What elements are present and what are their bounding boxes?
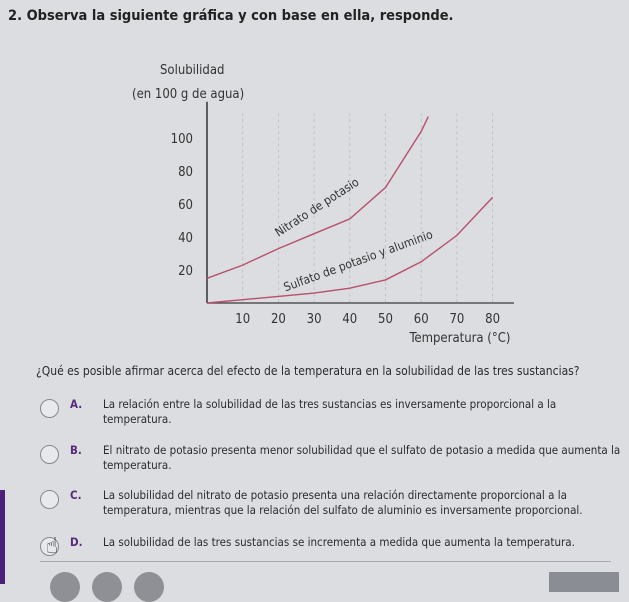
series-label: Nitrato de potasio <box>272 175 361 240</box>
hand-cursor-icon: ☝ <box>46 534 59 559</box>
series-line-sulfato <box>206 196 494 304</box>
question-prompt: ¿Qué es posible afirmar acerca del efect… <box>36 364 580 378</box>
question-title: 2. Observa la siguiente gráfica y con ba… <box>8 8 454 24</box>
x-tick-label: 30 <box>307 312 322 327</box>
x-tick-label: 80 <box>485 312 500 327</box>
radio-c[interactable] <box>40 490 59 509</box>
radio-d[interactable] <box>40 537 59 556</box>
next-button[interactable] <box>549 572 619 592</box>
x-tick-label: 10 <box>235 312 250 327</box>
radio-b[interactable] <box>40 445 59 464</box>
option-letter: A. <box>70 397 83 411</box>
option-text: La solubilidad del nitrato de potasio pr… <box>103 488 583 517</box>
y-axis-label: Solubilidad <box>160 63 224 78</box>
y-tick-label: 60 <box>178 198 193 213</box>
y-tick-label: 40 <box>178 231 193 246</box>
side-stripe <box>0 490 5 584</box>
series-line-nitrato <box>206 116 429 279</box>
option-letter: D. <box>70 535 83 549</box>
option-text: La relación entre la solubilidad de las … <box>103 397 557 426</box>
y-tick-label: 80 <box>178 165 193 180</box>
x-tick-label: 20 <box>271 312 286 327</box>
option-text: La solubilidad de las tres sustancias se… <box>103 535 575 549</box>
solubility-chart: Solubilidad (en 100 g de agua) 10 20 30 40 50 6… <box>132 63 515 346</box>
x-tick-label: 70 <box>449 312 464 327</box>
option-letter: B. <box>70 443 82 457</box>
x-tick-label: 60 <box>414 312 429 327</box>
x-tick-label: 50 <box>378 312 393 327</box>
tool-button-1[interactable] <box>50 572 80 602</box>
y-tick-label: 20 <box>178 264 193 279</box>
x-tick-label: 40 <box>342 312 357 327</box>
y-tick-label: 100 <box>171 132 193 147</box>
tool-button-3[interactable] <box>134 572 164 602</box>
option-text: El nitrato de potasio presenta menor sol… <box>103 443 621 472</box>
y-axis-label-unit: (en 100 g de agua) <box>132 87 244 102</box>
divider <box>40 561 611 562</box>
tool-button-2[interactable] <box>92 572 122 602</box>
x-axis-label: Temperatura (°C) <box>408 331 510 346</box>
option-letter: C. <box>70 488 82 502</box>
radio-a[interactable] <box>40 399 59 418</box>
